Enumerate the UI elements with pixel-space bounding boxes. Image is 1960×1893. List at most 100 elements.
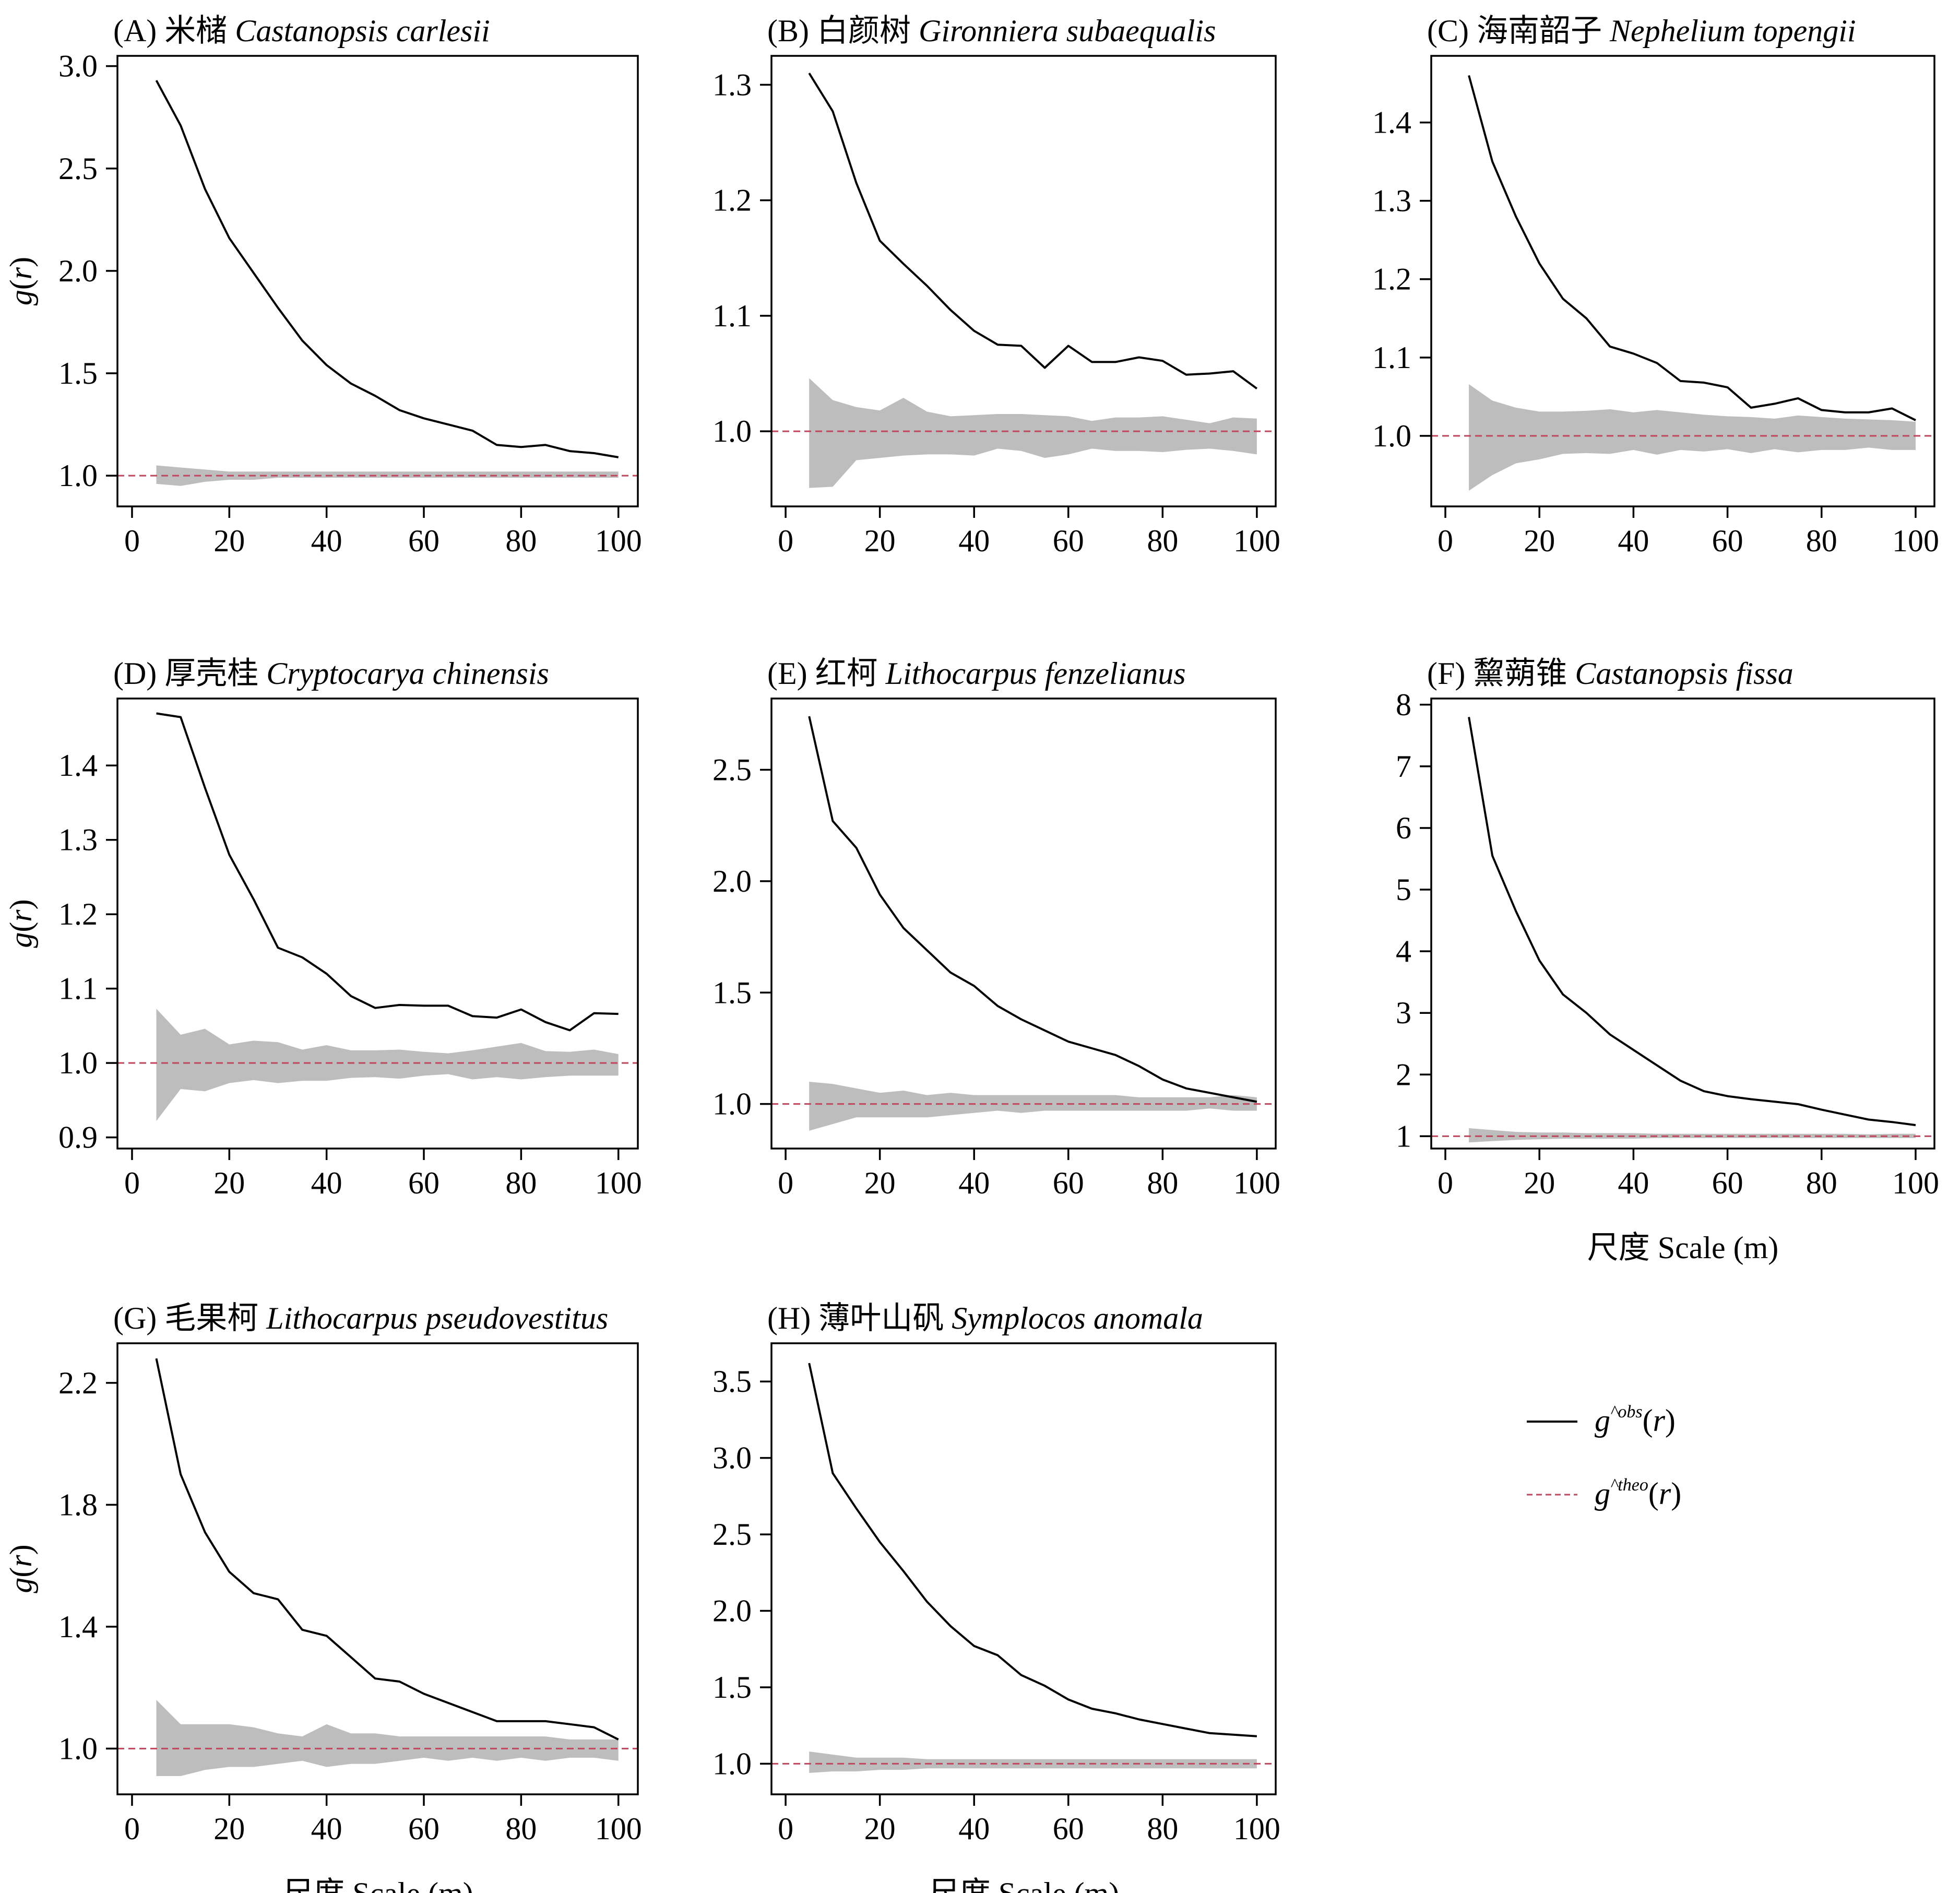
- x-tick-label: 60: [1053, 1166, 1084, 1200]
- x-tick-label: 20: [213, 524, 245, 558]
- x-tick-label: 100: [595, 1166, 642, 1200]
- x-tick-label: 20: [213, 1166, 245, 1200]
- x-tick-label: 20: [864, 524, 896, 558]
- legend-item-theoretical: g^theo(r): [1527, 1475, 1681, 1511]
- y-tick-label: 1.1: [58, 972, 98, 1006]
- x-tick-label: 100: [1892, 524, 1939, 558]
- y-tick-label: 2.2: [58, 1366, 98, 1400]
- x-tick-label: 100: [1233, 1812, 1280, 1846]
- title-prefix: (C) 海南韶子: [1427, 14, 1610, 48]
- y-tick-label: 7: [1396, 749, 1411, 784]
- x-tick-label: 20: [1524, 1166, 1555, 1200]
- y-tick-label: 1.3: [712, 67, 752, 102]
- y-tick-label: 1.4: [58, 1610, 98, 1644]
- chart-panel-g: 0 20 40 60 80 100 1.0 1.4 1.8 2.2 (G) 毛果柯 Lithocar…: [4, 1301, 642, 1893]
- y-tick-label: 2.0: [712, 1594, 752, 1628]
- x-tick-label: 60: [1053, 524, 1084, 558]
- x-tick-label: 0: [778, 1812, 793, 1846]
- y-tick-label: 1.0: [58, 458, 98, 493]
- observed-line: [155, 1358, 619, 1741]
- x-tick-label: 60: [408, 1166, 439, 1200]
- x-tick-label: 80: [505, 1812, 537, 1846]
- envelope-band: [156, 465, 619, 486]
- y-tick-label: 6: [1396, 811, 1411, 845]
- chart-panel-b: 0 20 40 60 80 100 1.0 1.1 1.2 1.3 (B) 白颜树 Gironnie…: [712, 14, 1280, 558]
- title-prefix: (B) 白颜树: [767, 14, 919, 48]
- x-tick-label: 100: [1892, 1166, 1939, 1200]
- y-tick-label: 2.5: [58, 151, 98, 186]
- title-prefix: (E) 红柯: [767, 656, 886, 691]
- x-tick-label: 40: [958, 1812, 990, 1846]
- x-tick-label: 0: [124, 1812, 140, 1846]
- y-tick-label: 1.4: [1372, 105, 1411, 140]
- x-tick-label: 80: [1806, 1166, 1837, 1200]
- envelope-band: [156, 1700, 619, 1776]
- x-axis-label: 尺度 Scale (m): [928, 1876, 1120, 1893]
- y-tick-label: 1.5: [712, 975, 752, 1010]
- title-prefix: (G) 毛果柯: [113, 1301, 266, 1335]
- envelope-band: [809, 1082, 1257, 1131]
- x-tick-label: 80: [505, 1166, 537, 1200]
- panel-title: (B) 白颜树 Gironniera subaequalis: [767, 14, 1216, 48]
- title-species: Symplocos anomala: [952, 1301, 1203, 1335]
- x-tick-label: 20: [213, 1812, 245, 1846]
- y-tick-label: 2.0: [712, 864, 752, 898]
- title-prefix: (H) 薄叶山矾: [767, 1301, 952, 1335]
- x-tick-label: 20: [1524, 524, 1555, 558]
- x-tick-label: 100: [595, 524, 642, 558]
- panel-title: (C) 海南韶子 Nephelium topengii: [1427, 14, 1856, 48]
- title-species: Castanopsis carlesii: [235, 14, 490, 48]
- x-tick-label: 100: [595, 1812, 642, 1846]
- title-species: Nephelium topengii: [1609, 14, 1856, 48]
- y-tick-label: 1.0: [712, 1087, 752, 1121]
- x-tick-label: 60: [1712, 1166, 1743, 1200]
- y-tick-label: 1.5: [712, 1670, 752, 1705]
- chart-panel-f: 0 20 40 60 80 100 1 2 3 4 5 6 7 8 (F) 黧蒴锥 Castanopsis …: [1396, 656, 1939, 1265]
- x-tick-label: 100: [1233, 1166, 1280, 1200]
- y-tick-label: 3.0: [58, 49, 98, 84]
- x-tick-label: 0: [124, 524, 140, 558]
- plot-frame: [116, 55, 639, 507]
- chart-panel-d: 0 20 40 60 80 100 0.9 1.0 1.1 1.2 1.3 1.4 (D) 厚壳桂 Cr…: [4, 656, 642, 1200]
- x-axis-label: 尺度 Scale (m): [282, 1876, 473, 1893]
- x-tick-label: 60: [1712, 524, 1743, 558]
- y-tick-label: 1.0: [58, 1731, 98, 1766]
- observed-line: [808, 1363, 1257, 1737]
- plot-frame: [770, 55, 1277, 507]
- observed-line: [808, 716, 1257, 1103]
- legend: g^obs(r) g^theo(r): [1527, 1402, 1681, 1511]
- envelope-band: [809, 378, 1257, 488]
- x-tick-label: 40: [1618, 1166, 1649, 1200]
- title-prefix: (A) 米槠: [113, 14, 235, 48]
- y-tick-label: 1.0: [1372, 419, 1411, 453]
- y-tick-label: 2.0: [58, 254, 98, 288]
- observed-line: [1468, 75, 1916, 421]
- y-tick-label: 1.0: [712, 414, 752, 448]
- x-tick-label: 80: [1806, 524, 1837, 558]
- y-tick-label: 5: [1396, 872, 1411, 907]
- panel-title: (F) 黧蒴锥 Castanopsis fissa: [1427, 656, 1793, 691]
- y-tick-label: 1.5: [58, 356, 98, 391]
- y-tick-label: 1.3: [58, 823, 98, 857]
- x-tick-label: 20: [864, 1812, 896, 1846]
- observed-line: [808, 73, 1258, 389]
- y-tick-label: 1.2: [1372, 262, 1411, 297]
- y-tick-label: 3: [1396, 996, 1411, 1030]
- plot-frame: [770, 697, 1277, 1150]
- title-prefix: (F) 黧蒴锥: [1427, 656, 1575, 691]
- title-prefix: (D) 厚壳桂: [113, 656, 266, 691]
- y-tick-label: 1.0: [712, 1746, 752, 1781]
- y-axis-label: g(r): [4, 257, 38, 305]
- title-species: Lithocarpus fenzelianus: [885, 656, 1186, 691]
- y-tick-label: 8: [1396, 688, 1411, 722]
- x-tick-label: 40: [311, 524, 342, 558]
- x-tick-label: 40: [1618, 524, 1649, 558]
- observed-line: [155, 80, 619, 458]
- title-species: Gironniera subaequalis: [919, 14, 1216, 48]
- x-tick-label: 80: [505, 524, 537, 558]
- observed-line: [1468, 717, 1916, 1127]
- legend-label: g^obs(r): [1595, 1402, 1676, 1438]
- x-tick-label: 0: [1438, 524, 1453, 558]
- panel-title: (E) 红柯 Lithocarpus fenzelianus: [767, 656, 1186, 691]
